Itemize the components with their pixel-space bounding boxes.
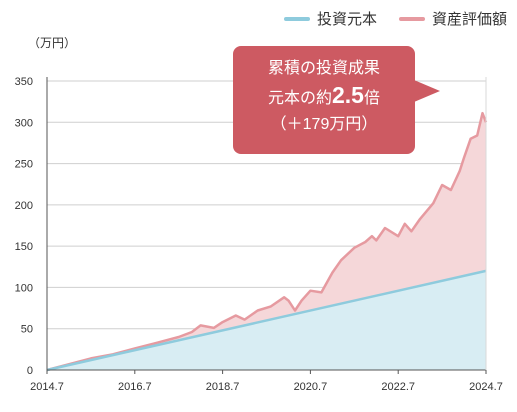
y-tick-label-100: 100 [15, 282, 33, 294]
legend-item-valuation: 資産評価額 [398, 8, 507, 29]
x-tick-label-3: 2020.7 [294, 381, 328, 393]
y-tick-label-300: 300 [15, 117, 33, 129]
callout-line-3: （＋179万円） [270, 116, 378, 133]
y-tick-label-0: 0 [27, 365, 33, 377]
line-series-1 [46, 111, 488, 372]
callout-line-1: 累積の投資成果 [267, 60, 380, 77]
legend-label-valuation: 資産評価額 [431, 11, 507, 28]
x-tick-label-4: 2022.7 [381, 381, 415, 393]
x-tick-labels: 2014.7 2016.7 2018.7 2020.7 2022.7 2024.7 [30, 381, 503, 393]
y-tick-label-200: 200 [15, 200, 33, 212]
x-tick-label-1: 2016.7 [118, 381, 152, 393]
y-tick-label-250: 250 [15, 159, 33, 171]
y-tick-label-50: 50 [21, 324, 33, 336]
x-tick-label-0: 2014.7 [30, 381, 64, 393]
legend-swatch-valuation [398, 16, 425, 21]
legend-swatch-principal [283, 16, 310, 21]
y-tick-labels: 0 50 100 150 200 250 300 350 [15, 76, 33, 377]
y-tick-label-150: 150 [15, 241, 33, 253]
y-tick-label-350: 350 [15, 76, 33, 88]
callout-box: 累積の投資成果 元本の約2.5倍 （＋179万円） [233, 46, 415, 154]
callout-pointer [414, 80, 440, 102]
callout-prefix: 元本の約 [267, 90, 332, 107]
callout-multiple: 2.5 [332, 82, 364, 108]
y-unit-label: （万円） [28, 36, 76, 50]
legend-item-principal: 投資元本 [283, 8, 377, 29]
callout-line-2: 元本の約2.5倍 [233, 82, 415, 112]
callout-suffix: 倍 [363, 90, 380, 107]
line-series-0 [46, 269, 487, 372]
lines [46, 111, 488, 372]
axes [46, 77, 487, 374]
legend: 投資元本 資産評価額 [283, 8, 507, 29]
legend-label-principal: 投資元本 [316, 11, 377, 28]
x-tick-label-5: 2024.7 [469, 381, 503, 393]
x-tick-label-2: 2018.7 [206, 381, 240, 393]
